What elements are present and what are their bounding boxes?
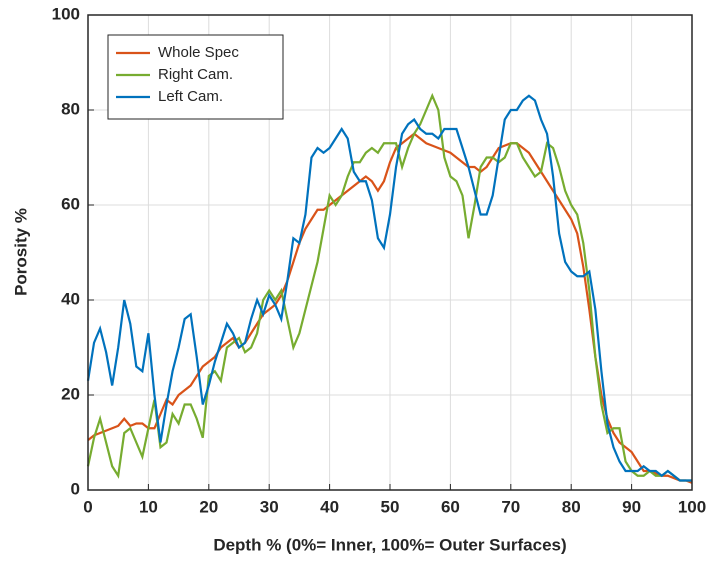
y-tick-label: 20 xyxy=(61,384,80,403)
x-tick-label: 40 xyxy=(320,497,339,516)
data-line xyxy=(86,94,692,482)
x-tick-label: 70 xyxy=(501,497,520,516)
legend-label: Whole Spec xyxy=(158,44,239,61)
x-axis-label: Depth % (0%= Inner, 100%= Outer Surfaces… xyxy=(213,535,566,554)
data-line xyxy=(87,132,693,484)
x-tick-label: 50 xyxy=(381,497,400,516)
x-tick-label: 0 xyxy=(83,497,92,516)
x-tick-label: 10 xyxy=(139,497,158,516)
y-tick-label: 40 xyxy=(61,289,80,308)
y-tick-label: 80 xyxy=(61,99,80,118)
x-tick-label: 20 xyxy=(199,497,218,516)
legend: Whole Spec Right Cam. Left Cam. xyxy=(107,34,284,120)
legend-label: Left Cam. xyxy=(158,88,223,105)
y-tick-label: 100 xyxy=(52,4,80,23)
x-tick-label: 90 xyxy=(622,497,641,516)
y-tick-label: 0 xyxy=(71,479,80,498)
x-tick-label: 30 xyxy=(260,497,279,516)
y-axis-label: Porosity % xyxy=(11,208,30,296)
x-tick-label: 100 xyxy=(678,497,706,516)
legend-box xyxy=(107,34,284,120)
y-tick-label: 60 xyxy=(61,194,80,213)
data-line xyxy=(86,92,692,482)
axes-box xyxy=(87,14,693,491)
x-tick-label: 80 xyxy=(562,497,581,516)
legend-label: Right Cam. xyxy=(158,66,233,83)
x-tick-label: 60 xyxy=(441,497,460,516)
